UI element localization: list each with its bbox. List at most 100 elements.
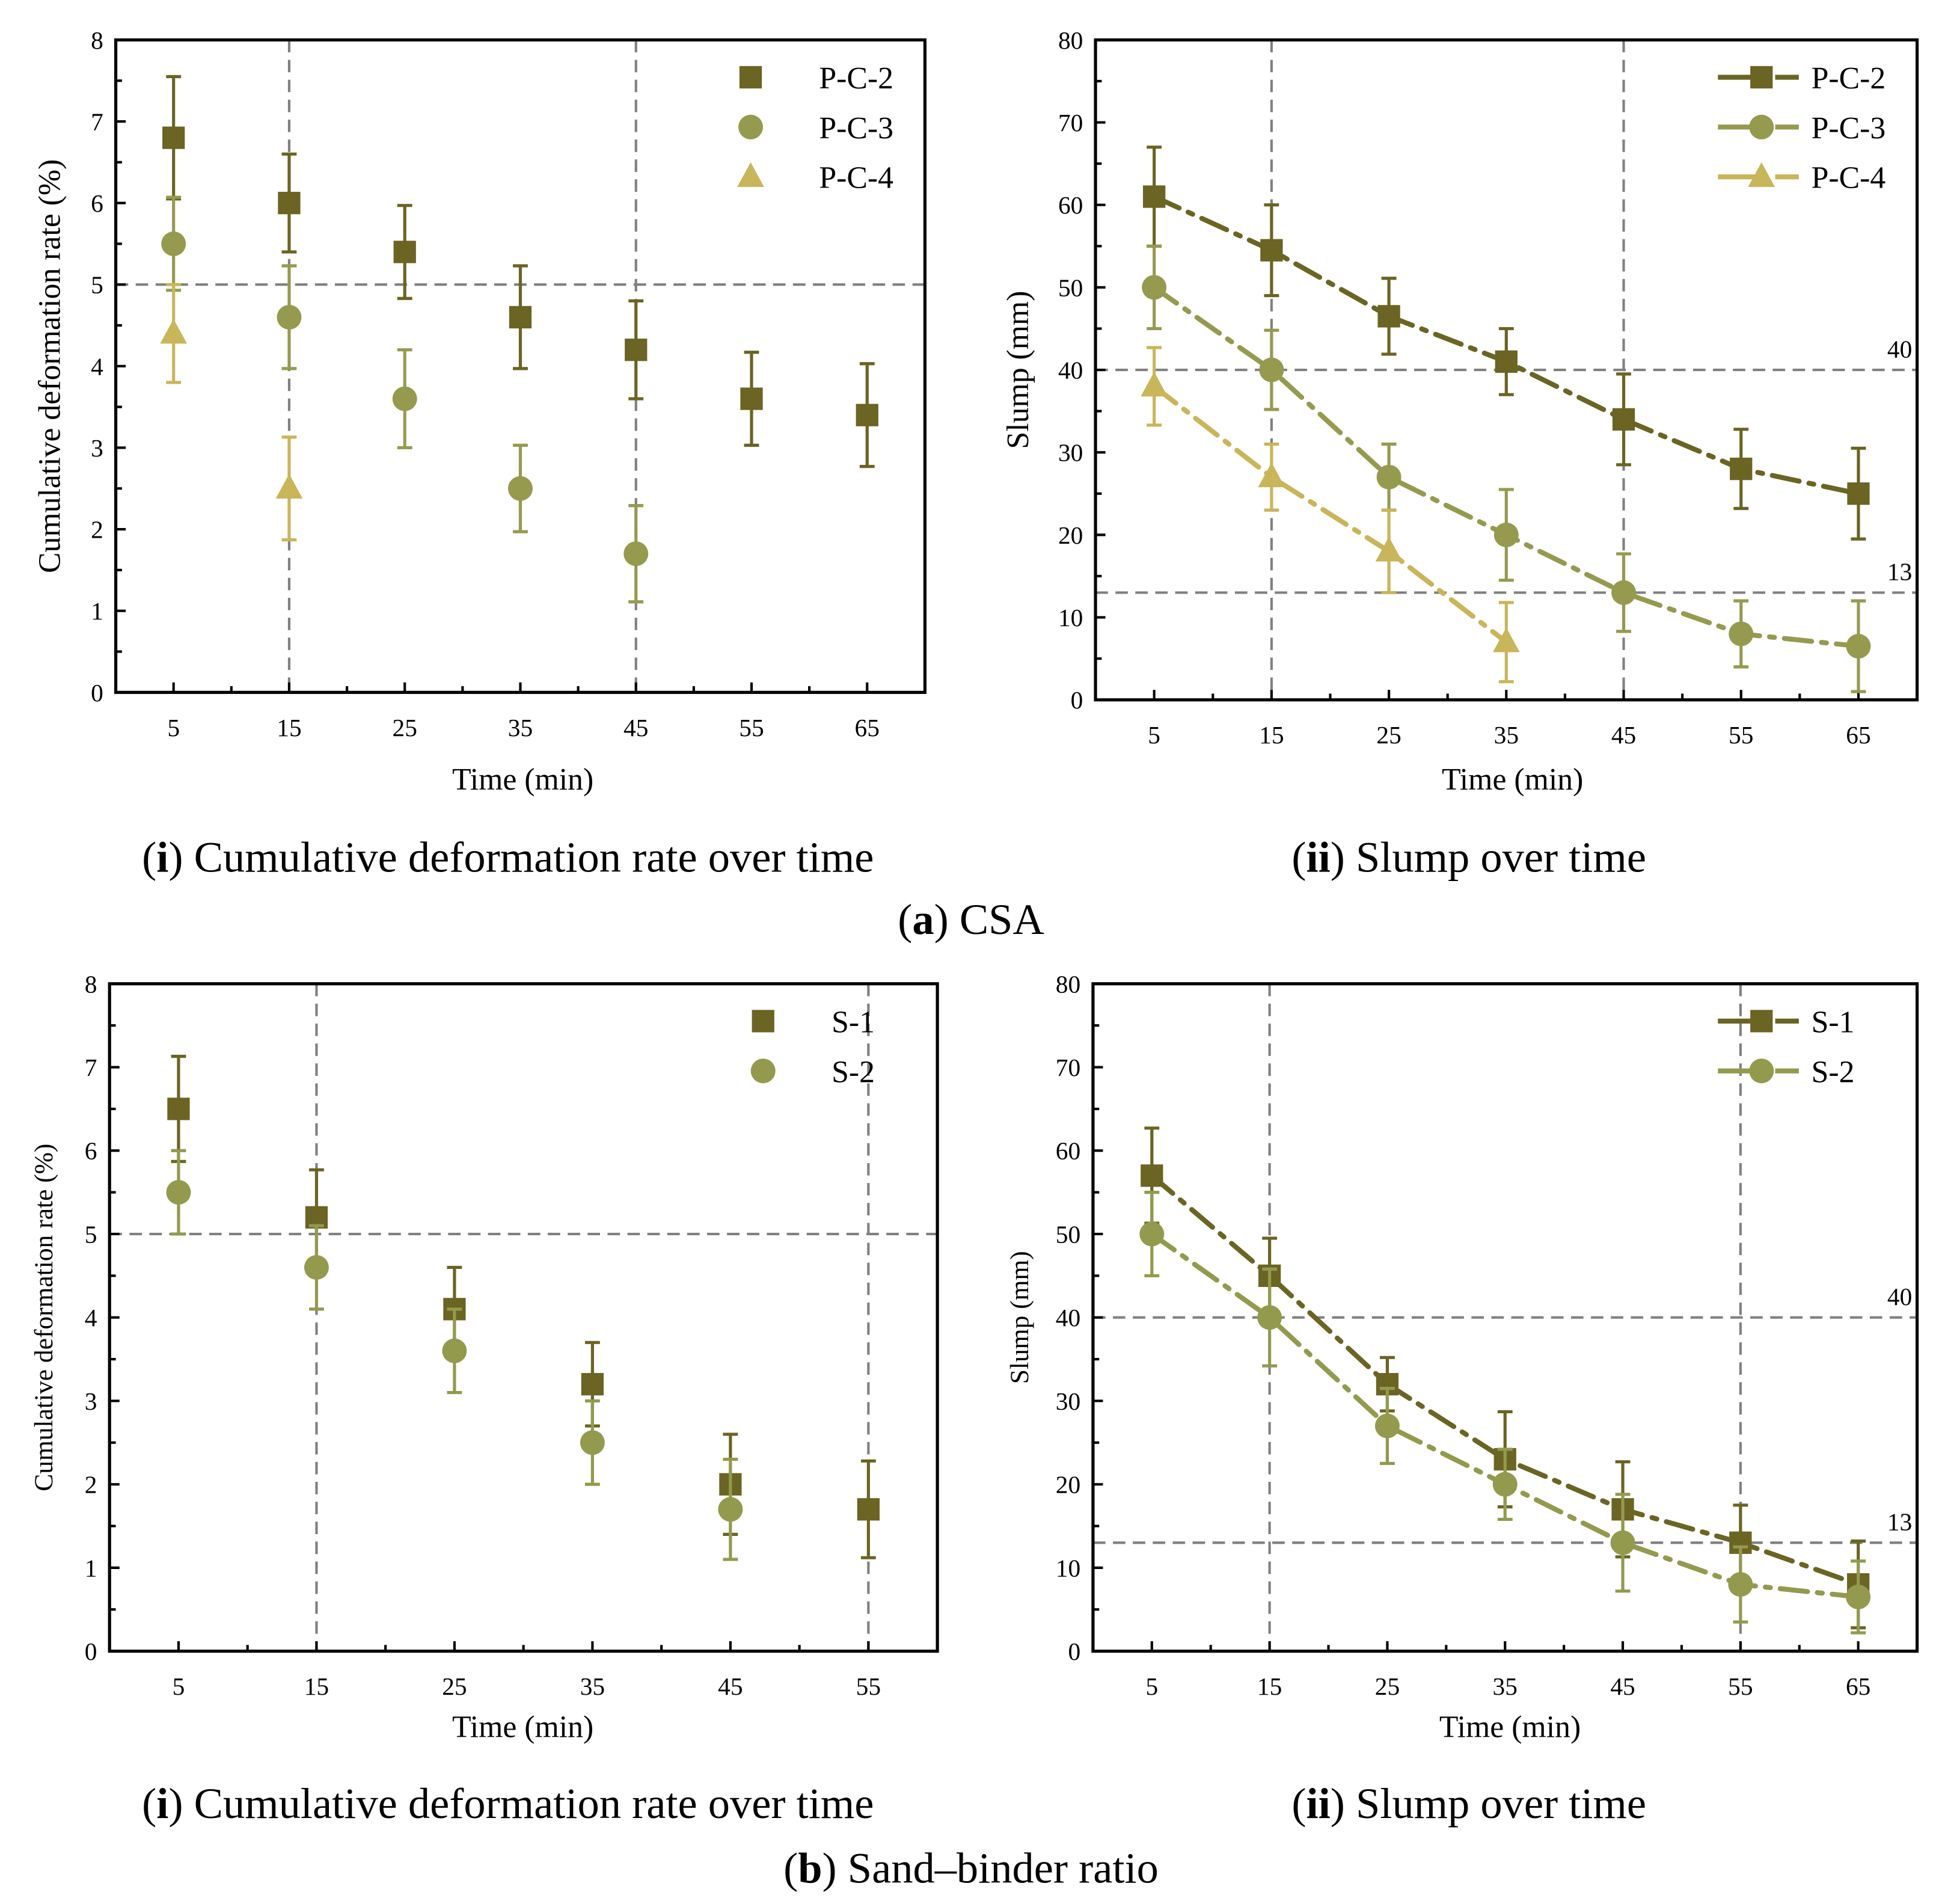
legend-marker [739,66,762,89]
x-tick-label: 55 [856,1672,881,1700]
x-tick-label: 55 [739,714,764,742]
data-point [1846,1584,1871,1609]
legend-marker [738,114,764,140]
data-point [1728,1572,1753,1597]
y-tick-label: 2 [91,516,103,544]
data-point [392,386,417,411]
data-point [1376,464,1401,490]
x-tick-label: 35 [580,1672,605,1700]
data-point [580,1430,605,1455]
legend-label: P-C-4 [1812,161,1886,195]
x-tick-label: 45 [718,1672,743,1700]
caption-a: (a) CSA [898,895,1044,944]
series-P-C-3: P-C-3 [1142,111,1886,693]
caption-b-ii: (ii) Slump over time [1291,1779,1646,1828]
series-S-2: S-2 [1139,1055,1871,1635]
y-tick-label: 1 [85,1554,97,1582]
y-tick-label: 10 [1058,604,1083,631]
y-tick-label: 6 [85,1137,97,1165]
x-tick-label: 15 [1257,1672,1282,1700]
y-tick-label: 3 [85,1387,97,1415]
y-tick-label: 0 [91,679,103,707]
legend-label: P-C-4 [819,161,893,195]
series-P-C-3: P-C-3 [161,111,893,604]
data-point [1375,536,1403,562]
legend-marker [750,1058,776,1084]
legend-label: P-C-3 [819,111,893,146]
legend-marker [1750,66,1773,89]
x-tick-label: 15 [304,1672,329,1700]
x-axis-label: Time (min) [1442,763,1583,797]
legend-marker [1749,1058,1774,1084]
data-point [1258,462,1285,488]
x-tick-label: 5 [167,714,180,742]
data-point [277,304,302,330]
x-axis-label: Time (min) [452,763,593,797]
caption-a-i: (i) Cumulative deformation rate over tim… [142,832,874,881]
data-point [1377,305,1400,328]
data-point [740,387,763,410]
y-tick-label: 30 [1056,1387,1080,1415]
x-tick-label: 55 [1729,721,1753,749]
data-point [856,404,878,426]
y-tick-label: 60 [1058,191,1083,219]
data-point [1259,357,1284,382]
data-point [1374,1413,1400,1439]
data-point [167,1098,190,1120]
y-tick-label: 40 [1058,357,1083,384]
data-point [1612,408,1635,431]
caption-b-i: (i) Cumulative deformation rate over tim… [142,1779,874,1828]
y-tick-label: 20 [1056,1471,1080,1499]
y-tick-label: 30 [1058,439,1083,467]
data-point [1260,239,1283,262]
x-tick-label: 15 [1259,721,1284,749]
series-P-C-2: P-C-2 [162,61,893,468]
y-tick-label: 4 [85,1304,97,1331]
x-tick-label: 35 [508,714,533,742]
x-tick-label: 25 [1376,721,1401,749]
series-P-C-4: P-C-4 [160,161,893,542]
x-tick-label: 45 [1610,1672,1635,1700]
x-tick-label: 65 [855,714,880,742]
x-tick-label: 55 [1728,1672,1753,1700]
y-axis-label: Cumulative deformation rate (%) [29,1144,58,1491]
x-tick-label: 25 [1375,1672,1400,1700]
data-point [1143,185,1166,208]
data-point [625,339,648,361]
y-tick-label: 50 [1058,274,1083,301]
legend-label: P-C-2 [1812,61,1886,96]
legend-label: P-C-3 [1812,111,1886,146]
caption-b: (b) Sand–binder ratio [783,1844,1159,1893]
chart-a-i: 5 15 25 35 45 55 65012345678P-C-2P-C-3P-C-4Tim… [32,26,927,797]
plot-frame [108,982,939,1653]
series-S-1: S-1 [167,1006,880,1559]
data-point [1847,482,1870,505]
data-point [160,319,188,344]
y-tick-label: 0 [1071,686,1083,714]
y-axis-label: Cumulative deformation rate (%) [32,159,67,573]
x-tick-label: 35 [1494,721,1519,749]
data-point [1139,1221,1165,1247]
y-tick-label: 0 [85,1638,97,1665]
y-tick-label: 8 [91,26,103,54]
legend-label: S-2 [1812,1055,1855,1089]
y-tick-label: 70 [1058,109,1083,137]
y-tick-label: 5 [91,271,103,299]
data-point [581,1373,604,1396]
x-axis-label: Time (min) [1439,1710,1581,1744]
x-tick-label: 5 [1145,1672,1158,1700]
reference-label: 13 [1887,558,1912,586]
plot-frame [1094,38,1919,702]
data-point [1611,580,1637,605]
data-point [1493,522,1519,547]
data-point [1495,350,1518,373]
data-point [857,1498,880,1521]
y-tick-label: 7 [85,1054,97,1081]
data-point [509,306,532,329]
data-point [162,126,185,149]
legend-label: S-1 [1812,1006,1855,1040]
plot-frame [1091,982,1919,1653]
chart-a-ii: 40 13 5 15 25 35 45 55 65 0 10 20 30 40 50 60 70 80 P-C-2 P… [1001,26,1919,797]
